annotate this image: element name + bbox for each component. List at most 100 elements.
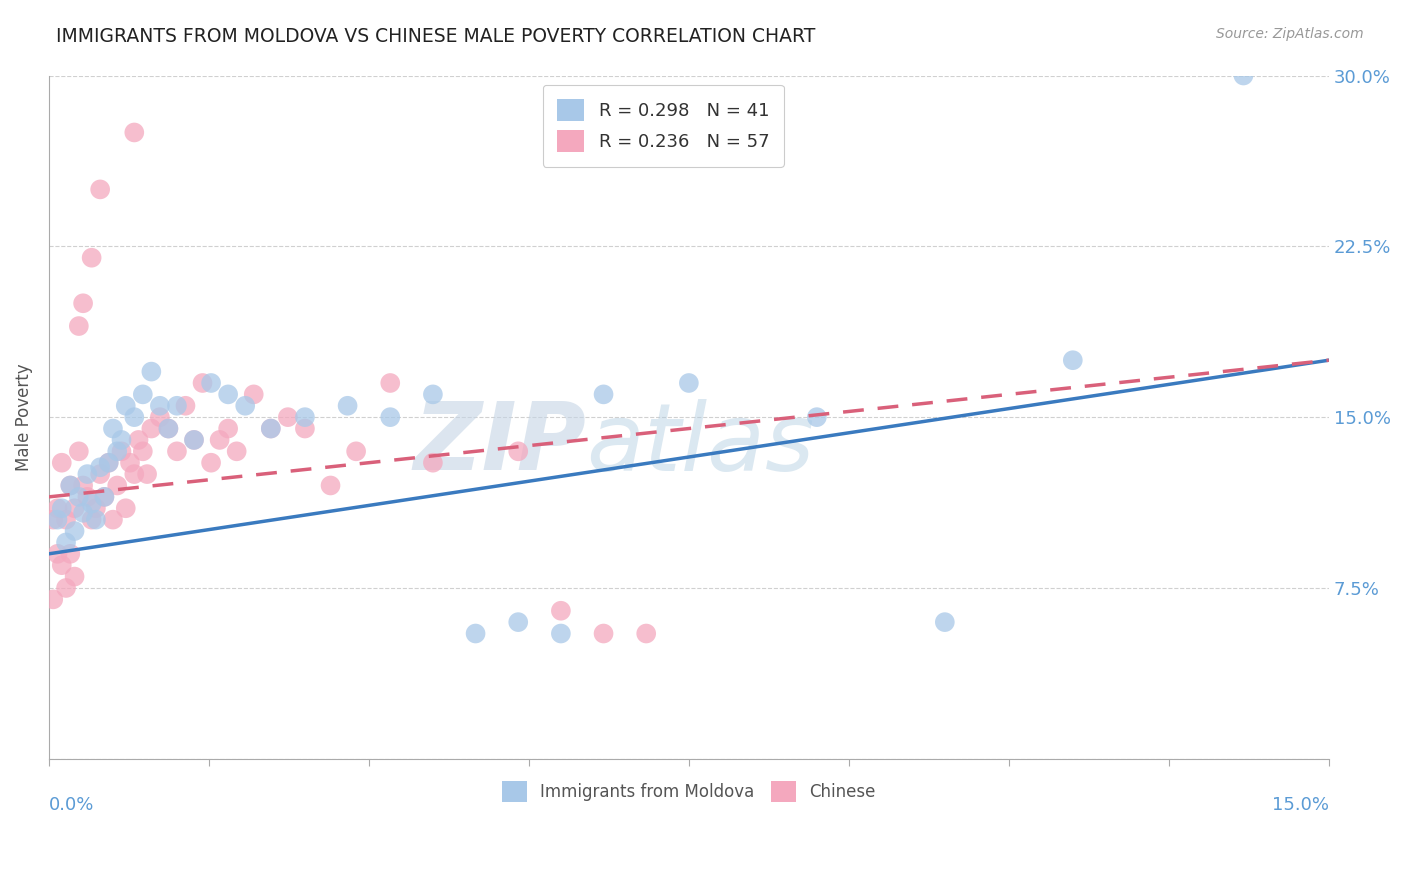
Point (110, 433, 132, 447)
Point (217, 387, 239, 401)
Point (89, 467, 111, 481)
Point (55, 581, 77, 595)
Point (124, 467, 146, 481)
Point (149, 410, 172, 425)
Point (59, 547, 82, 561)
Point (89, 182, 111, 196)
Point (636, 626, 658, 640)
Point (344, 444, 367, 458)
Point (46, 501, 69, 516)
Text: 15.0%: 15.0% (1272, 797, 1329, 814)
Point (80, 497, 103, 511)
Point (225, 444, 247, 458)
Point (191, 376, 214, 390)
Point (200, 376, 222, 390)
Point (63, 501, 86, 516)
Point (208, 433, 231, 447)
Point (157, 421, 180, 435)
Point (72, 296, 94, 310)
Point (63, 569, 86, 583)
Point (84, 501, 107, 516)
Point (76, 467, 98, 481)
Point (464, 626, 486, 640)
Point (508, 444, 530, 458)
Point (1232, 69, 1254, 83)
Point (294, 421, 316, 435)
Point (63, 524, 86, 538)
Text: Source: ZipAtlas.com: Source: ZipAtlas.com (1216, 27, 1364, 41)
Point (183, 433, 205, 447)
Point (101, 421, 124, 435)
Point (380, 410, 402, 425)
Text: 0.0%: 0.0% (49, 797, 94, 814)
Point (114, 501, 136, 516)
Point (42, 592, 65, 607)
Point (93, 490, 115, 504)
Point (260, 421, 283, 435)
Point (128, 433, 150, 447)
Text: atlas: atlas (586, 399, 814, 490)
Point (806, 410, 828, 425)
Point (934, 615, 956, 629)
Point (67, 319, 90, 334)
Point (157, 421, 180, 435)
Point (42, 513, 65, 527)
Point (1062, 353, 1084, 368)
Point (242, 387, 264, 401)
Point (67, 444, 90, 458)
Text: ZIP: ZIP (413, 399, 586, 491)
Point (51, 558, 73, 573)
Point (294, 410, 316, 425)
Point (105, 478, 128, 492)
Point (132, 444, 155, 458)
Point (141, 365, 163, 379)
Point (80, 513, 103, 527)
Point (174, 399, 197, 413)
Point (217, 421, 239, 435)
Point (76, 490, 98, 504)
Point (84, 513, 107, 527)
Point (550, 604, 572, 618)
Point (319, 478, 342, 492)
Point (166, 399, 188, 413)
Point (118, 456, 141, 470)
Point (72, 506, 94, 520)
Point (132, 387, 155, 401)
Point (55, 535, 77, 549)
Legend: R = 0.298   N = 41, R = 0.236   N = 57: R = 0.298 N = 41, R = 0.236 N = 57 (543, 85, 783, 167)
Point (55, 513, 77, 527)
Point (166, 444, 188, 458)
Point (97, 456, 120, 470)
Point (105, 444, 128, 458)
Point (46, 547, 69, 561)
Point (89, 460, 111, 475)
Point (260, 421, 283, 435)
Point (336, 399, 359, 413)
Point (422, 387, 444, 401)
Point (101, 513, 124, 527)
Point (277, 410, 299, 425)
Point (72, 478, 94, 492)
Point (51, 501, 73, 516)
Point (678, 376, 700, 390)
Point (183, 433, 205, 447)
Point (51, 456, 73, 470)
Point (592, 387, 614, 401)
Point (592, 626, 614, 640)
Point (80, 251, 103, 265)
Point (124, 410, 146, 425)
Point (124, 125, 146, 139)
Point (136, 467, 159, 481)
Point (508, 615, 530, 629)
Point (97, 456, 120, 470)
Point (422, 456, 444, 470)
Point (233, 399, 256, 413)
Point (141, 421, 163, 435)
Point (59, 478, 82, 492)
Point (114, 399, 136, 413)
Point (550, 626, 572, 640)
Point (59, 478, 82, 492)
Point (380, 376, 402, 390)
Point (110, 444, 132, 458)
Point (46, 513, 69, 527)
